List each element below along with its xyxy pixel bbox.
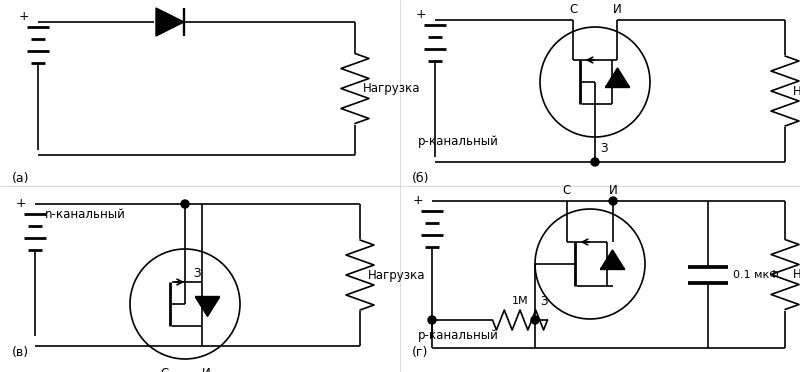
- Text: +: +: [413, 193, 423, 206]
- Text: С: С: [562, 184, 571, 197]
- Circle shape: [591, 158, 599, 166]
- Text: 0.1 мкФ: 0.1 мкФ: [733, 269, 778, 279]
- Text: р-канальный: р-канальный: [418, 135, 499, 148]
- Text: +: +: [416, 8, 426, 21]
- Text: +: +: [18, 10, 30, 22]
- Polygon shape: [195, 297, 219, 317]
- Text: С: С: [569, 3, 577, 16]
- Text: р-канальный: р-канальный: [418, 330, 499, 343]
- Circle shape: [609, 197, 617, 205]
- Text: (а): (а): [12, 172, 30, 185]
- Text: Нагрузка: Нагрузка: [363, 82, 421, 95]
- Text: З: З: [600, 142, 607, 155]
- Text: 1М: 1М: [512, 296, 528, 306]
- Text: И: И: [609, 184, 618, 197]
- Text: (б): (б): [412, 172, 430, 185]
- Polygon shape: [600, 250, 625, 269]
- Polygon shape: [156, 8, 184, 36]
- Text: Нагрузка: Нагрузка: [793, 84, 800, 97]
- Text: (в): (в): [12, 346, 29, 359]
- Circle shape: [531, 316, 539, 324]
- Text: (г): (г): [412, 346, 428, 359]
- Circle shape: [181, 200, 189, 208]
- Text: И: И: [202, 367, 210, 372]
- Text: И: И: [613, 3, 622, 16]
- Text: Нагрузка: Нагрузка: [368, 269, 426, 282]
- Circle shape: [428, 316, 436, 324]
- Polygon shape: [606, 68, 630, 87]
- Text: +: +: [16, 197, 26, 210]
- Text: n-канальный: n-канальный: [45, 208, 126, 221]
- Text: З: З: [193, 267, 201, 280]
- Text: Нагрузка: Нагрузка: [793, 268, 800, 281]
- Text: З: З: [540, 295, 547, 308]
- Text: С: С: [160, 367, 168, 372]
